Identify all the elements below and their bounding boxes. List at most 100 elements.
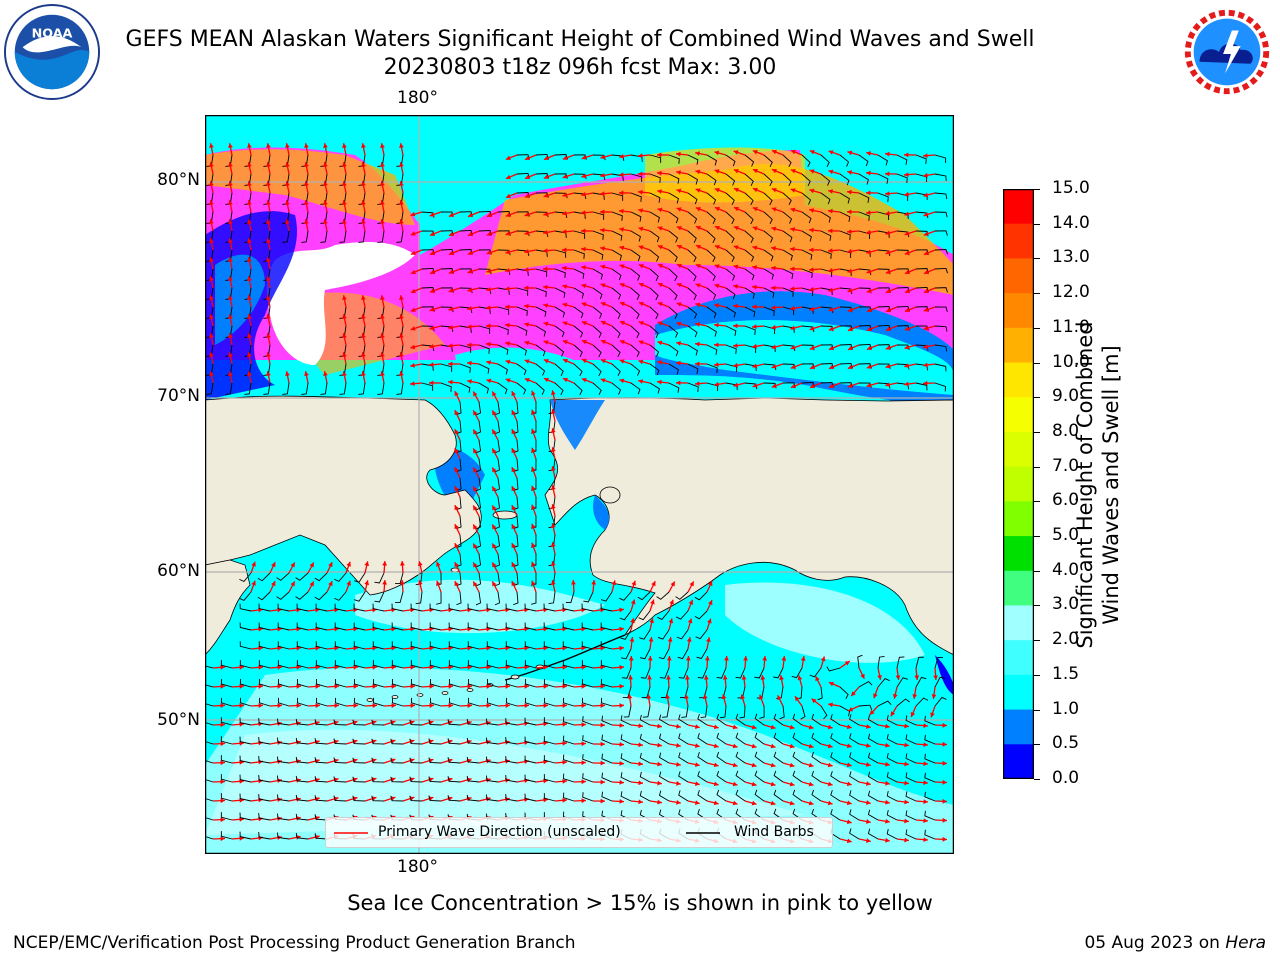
- wave-direction-arrowhead: [228, 238, 233, 244]
- wind-barb: [773, 667, 784, 679]
- footer-machine: Hera: [1225, 933, 1266, 953]
- wind-barb: [239, 622, 252, 631]
- wave-direction-arrowhead: [247, 371, 252, 377]
- wave-direction-arrowhead: [770, 781, 776, 787]
- wind-barb: [448, 622, 461, 631]
- wave-direction-arrowhead: [733, 343, 738, 348]
- wind-barb: [258, 756, 271, 764]
- wind-barb: [220, 755, 233, 764]
- wind-barb: [924, 772, 936, 783]
- wind-barb: [296, 603, 309, 612]
- lat-label-70: 70°N: [157, 386, 200, 406]
- wind-barb: [630, 287, 640, 300]
- wind-barb: [277, 660, 290, 669]
- noaa-logo-icon: NOAA: [3, 3, 101, 101]
- wave-direction-arrowhead: [551, 466, 556, 472]
- wind-barb: [687, 382, 699, 392]
- wind-barb: [513, 420, 519, 435]
- wave-direction-arrowhead: [562, 174, 568, 179]
- wave-direction-arrowhead: [417, 580, 423, 586]
- wind-barb: [744, 230, 754, 243]
- wind-barb: [475, 553, 482, 568]
- wind-barb: [524, 717, 537, 726]
- wave-direction-arrowhead: [448, 379, 453, 385]
- wind-barb: [658, 790, 670, 802]
- wave-direction-arrowhead: [380, 181, 385, 187]
- wave-direction-arrowhead: [209, 333, 214, 339]
- wave-direction-arrowhead: [600, 722, 605, 728]
- wind-barb: [573, 230, 586, 239]
- wave-direction-arrowhead: [912, 694, 918, 699]
- wave-direction-arrowhead: [619, 780, 624, 785]
- wind-barb: [620, 791, 632, 802]
- wave-direction-arrowhead: [885, 326, 891, 332]
- wave-direction-arrowhead: [531, 523, 536, 529]
- wind-barb: [754, 713, 765, 726]
- wave-direction-arrowhead: [524, 340, 530, 346]
- wind-barb: [696, 648, 708, 659]
- wind-barb: [543, 678, 556, 688]
- wave-direction-arrowhead: [619, 761, 624, 766]
- wind-barb: [668, 192, 679, 204]
- wave-direction-arrowhead: [732, 762, 738, 768]
- wave-direction-arrowhead: [467, 645, 472, 651]
- wind-barb: [735, 751, 746, 764]
- wave-direction-arrowhead: [733, 150, 739, 155]
- wave-direction-arrowhead: [724, 656, 729, 661]
- wave-direction-arrowhead: [828, 208, 833, 214]
- wave-direction-arrowhead: [627, 694, 633, 699]
- wave-direction-arrowhead: [667, 637, 673, 642]
- wave-direction-arrowhead: [789, 743, 795, 749]
- wave-direction-arrowhead: [266, 238, 271, 244]
- wave-direction-arrowhead: [380, 371, 385, 377]
- wave-direction-arrowhead: [581, 703, 586, 708]
- wave-direction-arrowhead: [247, 181, 252, 187]
- colorbar-segment: [1003, 293, 1034, 329]
- wave-direction-arrowhead: [866, 345, 872, 351]
- wind-barb: [934, 267, 948, 274]
- wave-direction-arrowhead: [866, 151, 872, 156]
- wave-direction-arrowhead: [380, 200, 385, 206]
- wind-barb: [554, 287, 566, 298]
- wind-barb: [456, 477, 462, 492]
- wave-direction-arrowhead: [285, 181, 290, 187]
- wind-barb: [447, 795, 461, 802]
- wave-direction-arrowhead: [846, 800, 852, 806]
- wind-barb: [543, 603, 556, 612]
- wave-direction-arrowhead: [209, 162, 214, 168]
- wave-direction-arrowhead: [551, 580, 556, 586]
- wind-barb: [896, 698, 910, 707]
- lat-label-50: 50°N: [157, 710, 200, 730]
- wave-direction-arrowhead: [808, 724, 814, 730]
- wave-direction-arrowhead: [657, 379, 662, 385]
- wave-direction-arrowhead: [800, 656, 806, 661]
- wind-barb: [563, 716, 575, 726]
- wave-direction-arrowhead: [543, 740, 548, 746]
- wind-barb: [372, 603, 385, 612]
- wind-barb: [716, 770, 727, 783]
- wave-direction-arrowhead: [342, 352, 347, 358]
- wave-direction-arrowhead: [239, 740, 244, 746]
- wind-barb: [409, 738, 423, 745]
- wave-direction-arrowhead: [436, 580, 441, 586]
- wind-barb: [668, 363, 679, 375]
- wave-direction-arrowhead: [820, 656, 826, 662]
- wave-direction-arrowhead: [751, 800, 757, 806]
- wave-direction-arrowhead: [619, 245, 625, 251]
- wind-barb: [315, 622, 328, 631]
- wave-direction-arrowhead: [239, 703, 244, 708]
- wind-barb: [428, 776, 442, 783]
- wind-barb: [543, 736, 556, 745]
- colorbar-segment: [1003, 605, 1034, 641]
- wave-direction-arrowhead: [828, 345, 834, 351]
- wave-direction-arrowhead: [865, 724, 871, 729]
- wave-direction-arrowhead: [361, 371, 366, 377]
- wave-direction-arrowhead: [399, 143, 404, 149]
- colorbar-tick-label: 1.0: [1052, 698, 1080, 719]
- wave-direction-arrowhead: [524, 174, 530, 180]
- wave-direction-arrowhead: [771, 246, 777, 251]
- wind-barb: [410, 603, 423, 612]
- wind-barb: [725, 173, 736, 186]
- wind-barb: [543, 622, 556, 631]
- wave-direction-arrowhead: [657, 170, 662, 176]
